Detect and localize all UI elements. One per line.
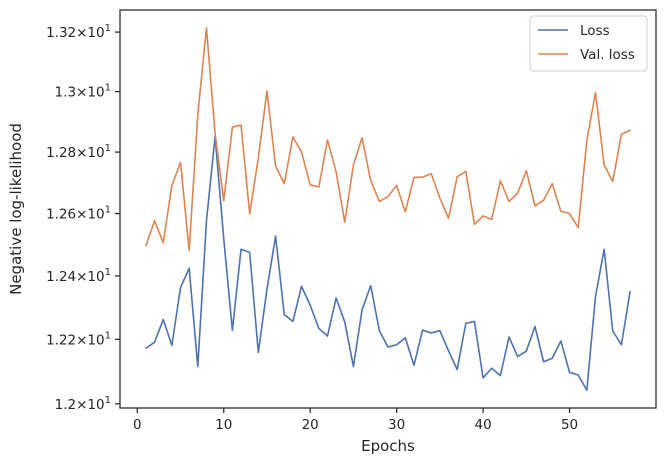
legend-label-loss: Loss: [580, 23, 610, 39]
legend-label-val-loss: Val. loss: [580, 47, 635, 63]
y-tick-label: 1.26×101: [46, 205, 111, 223]
plot-area: [119, 9, 657, 409]
x-tick-label: 20: [302, 417, 319, 433]
series-layer: [145, 27, 631, 391]
plot-frame: [119, 9, 657, 409]
y-tick-label: 1.28×101: [46, 143, 111, 161]
y-tick-label: 1.24×101: [46, 267, 111, 285]
x-axis-label: Epochs: [361, 437, 415, 455]
y-axis-label: Negative log-likelihood: [7, 123, 25, 295]
x-axis: 0 10 20 30 40 50: [133, 408, 578, 433]
y-axis: 1.2×101 1.22×101 1.24×101 1.26×101 1.28×101 1…: [46, 23, 120, 413]
y-tick-label: 1.2×101: [55, 395, 111, 413]
y-tick-label: 1.3×101: [55, 83, 111, 101]
y-tick-label: 1.22×101: [46, 330, 111, 348]
legend: Loss Val. loss: [529, 15, 648, 72]
series-line-val-loss: [145, 27, 631, 251]
x-tick-label: 10: [215, 417, 232, 433]
x-tick-label: 30: [388, 417, 405, 433]
x-tick-label: 50: [561, 417, 578, 433]
x-tick-label: 40: [475, 417, 492, 433]
x-tick-label: 0: [133, 417, 142, 433]
y-tick-label: 1.32×101: [46, 23, 111, 41]
series-line-loss: [145, 135, 631, 391]
